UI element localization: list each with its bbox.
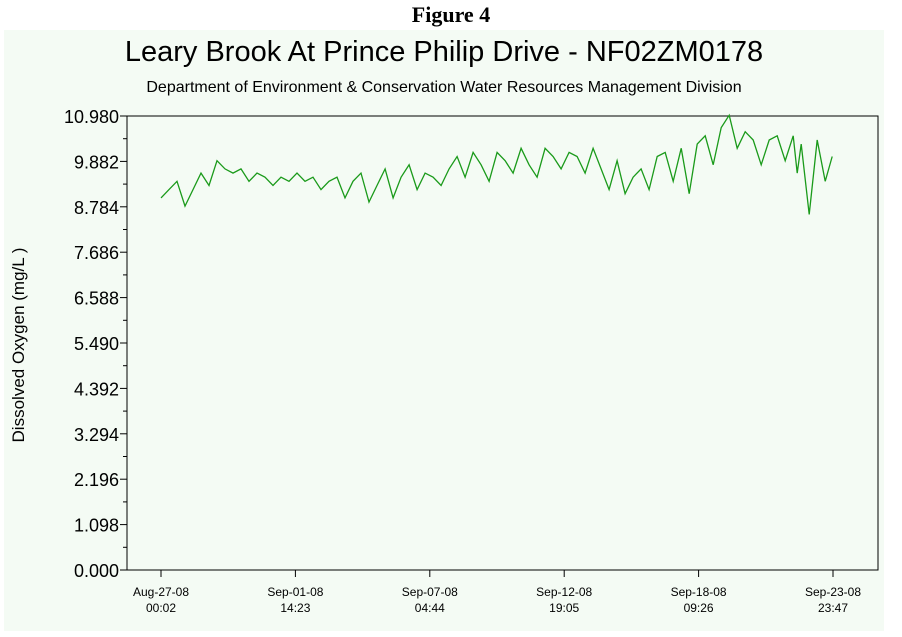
- x-tick-label-date: Sep-18-08: [671, 585, 727, 599]
- x-tick-label-date: Sep-12-08: [536, 585, 592, 599]
- y-axis-label: Dissolved Oxygen (mg/L ): [9, 248, 28, 443]
- chart-axes: [126, 115, 879, 571]
- y-tick-label: 3.294: [74, 425, 119, 445]
- chart-subtitle: Department of Environment & Conservation…: [146, 79, 742, 96]
- x-tick-label-date: Sep-23-08: [805, 585, 861, 599]
- chart-title: Leary Brook At Prince Philip Drive - NF0…: [124, 36, 764, 68]
- x-tick-label-time: 04:44: [415, 601, 445, 615]
- y-tick-label: 4.392: [74, 379, 119, 399]
- y-tick-label: 6.588: [74, 289, 119, 309]
- y-tick-label: 1.098: [74, 516, 119, 536]
- series-line-dissolved-oxygen: [160, 113, 833, 215]
- figure-label: Figure 4: [411, 2, 491, 27]
- x-tick-label-time: 09:26: [684, 601, 714, 615]
- y-tick-label: 10.980: [64, 107, 119, 127]
- plot-frame: [126, 115, 879, 571]
- x-tick-label-time: 14:23: [280, 601, 310, 615]
- y-tick-label: 9.882: [74, 152, 119, 172]
- x-tick-label-date: Aug-27-08: [133, 585, 189, 599]
- y-tick-label: 5.490: [74, 334, 119, 354]
- chart-panel: [4, 30, 884, 631]
- x-tick-label-time: 23:47: [818, 601, 848, 615]
- x-tick-label-date: Sep-01-08: [267, 585, 323, 599]
- x-tick-label-time: 00:02: [146, 601, 176, 615]
- x-tick-label-date: Sep-07-08: [402, 585, 458, 599]
- x-axis-ticks: Aug-27-08 00:02 Sep-01-08 14:23 Sep-07-08 04:…: [133, 570, 861, 615]
- y-tick-label: 7.686: [74, 243, 119, 263]
- y-tick-label: 0.000: [74, 561, 119, 581]
- y-tick-label: 2.196: [74, 470, 119, 490]
- y-tick-label: 8.784: [74, 198, 119, 218]
- y-axis-ticks: 0.000 1.098 2.196 3.294 4.392 5.490 6.588 7.686…: [64, 107, 127, 581]
- x-tick-label-time: 19:05: [549, 601, 579, 615]
